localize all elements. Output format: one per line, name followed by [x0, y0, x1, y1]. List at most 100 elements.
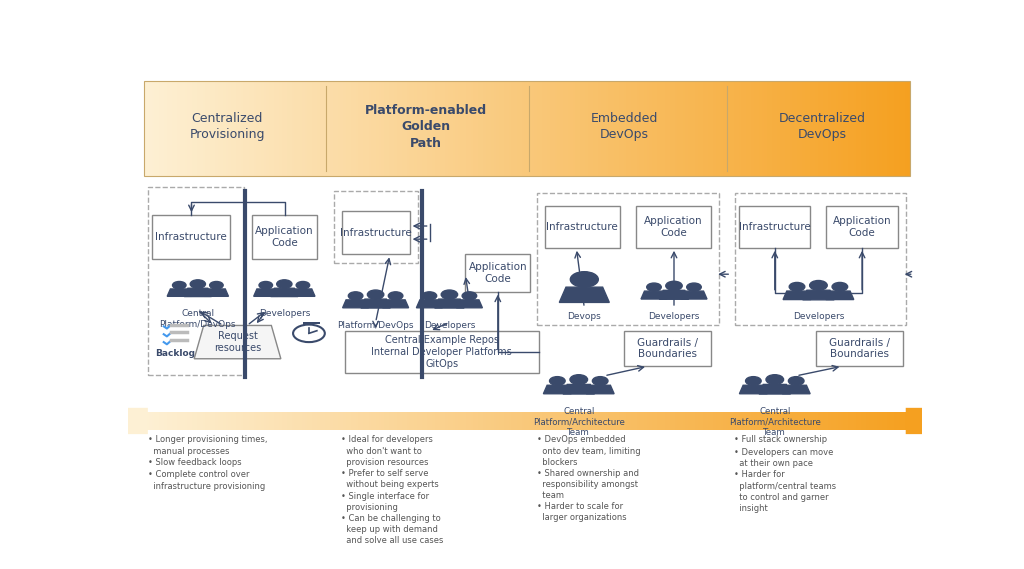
Bar	[818, 81, 821, 176]
Circle shape	[570, 271, 598, 287]
Bar	[907, 412, 910, 430]
Bar	[259, 412, 262, 430]
Bar	[618, 81, 622, 176]
Bar	[143, 81, 909, 176]
Bar	[264, 81, 267, 176]
Bar	[404, 412, 408, 430]
Bar	[399, 81, 402, 176]
Bar	[297, 81, 300, 176]
Bar	[805, 81, 808, 176]
Bar	[146, 81, 150, 176]
Bar	[203, 81, 206, 176]
Bar	[583, 412, 587, 430]
Circle shape	[647, 283, 662, 291]
Polygon shape	[544, 385, 571, 394]
Bar	[529, 81, 532, 176]
Bar	[376, 412, 380, 430]
Bar	[254, 81, 257, 176]
Bar	[678, 412, 681, 430]
Polygon shape	[559, 287, 609, 302]
Text: Application
Code: Application Code	[833, 216, 892, 238]
Bar	[208, 81, 211, 176]
Text: • Full stack ownership: • Full stack ownership	[733, 435, 826, 444]
Bar	[236, 412, 240, 430]
Bar	[200, 412, 204, 430]
Bar	[777, 81, 780, 176]
Bar	[223, 412, 226, 430]
Bar	[360, 412, 365, 430]
Bar	[292, 412, 295, 430]
Bar	[146, 412, 150, 430]
Bar	[868, 412, 872, 430]
Bar	[195, 412, 199, 430]
Bar	[468, 81, 471, 176]
Bar	[328, 412, 331, 430]
Bar	[632, 412, 635, 430]
Bar	[790, 412, 793, 430]
Bar	[741, 412, 744, 430]
Circle shape	[348, 292, 362, 300]
Bar	[396, 81, 400, 176]
Circle shape	[550, 377, 565, 385]
Bar	[632, 81, 635, 176]
Bar	[499, 412, 502, 430]
Bar	[583, 81, 587, 176]
Text: Developers: Developers	[648, 312, 699, 321]
Text: Infrastructure: Infrastructure	[739, 222, 811, 232]
Bar	[463, 412, 466, 430]
Bar	[295, 412, 298, 430]
Bar	[189, 81, 194, 176]
Bar	[889, 81, 893, 176]
Bar	[205, 412, 209, 430]
Bar	[497, 412, 500, 430]
Bar	[697, 81, 701, 176]
Text: Infrastructure: Infrastructure	[155, 232, 226, 242]
Bar	[702, 81, 707, 176]
Bar	[502, 81, 505, 176]
Bar	[154, 81, 158, 176]
Bar	[887, 81, 890, 176]
Bar	[325, 412, 329, 430]
Polygon shape	[195, 325, 281, 359]
Bar	[741, 81, 744, 176]
Bar	[310, 81, 313, 176]
Text: • Complete control over
  infrastructure provisioning: • Complete control over infrastructure p…	[147, 471, 265, 490]
Bar	[897, 412, 900, 430]
Text: Guardrails /
Boundaries: Guardrails / Boundaries	[637, 338, 698, 360]
Bar	[360, 81, 365, 176]
Bar	[282, 412, 285, 430]
Bar	[547, 81, 551, 176]
Bar	[690, 81, 693, 176]
Bar	[591, 412, 594, 430]
Bar	[879, 412, 883, 430]
Bar	[834, 412, 837, 430]
Bar	[276, 81, 280, 176]
Bar	[404, 81, 408, 176]
Circle shape	[666, 281, 682, 290]
Bar	[588, 81, 592, 176]
Bar	[882, 412, 885, 430]
Text: Centralized
Provisioning: Centralized Provisioning	[189, 112, 265, 141]
Bar	[261, 412, 264, 430]
Polygon shape	[641, 291, 667, 299]
Bar	[193, 81, 196, 176]
Bar	[193, 412, 196, 430]
Bar	[328, 81, 331, 176]
Circle shape	[570, 375, 588, 385]
Bar	[213, 412, 216, 430]
Bar	[866, 412, 869, 430]
Bar	[473, 81, 476, 176]
Bar	[338, 412, 341, 430]
Bar	[504, 81, 507, 176]
Bar	[718, 81, 722, 176]
Bar	[692, 412, 696, 430]
Bar	[581, 412, 584, 430]
Bar	[369, 412, 372, 430]
Bar	[213, 81, 216, 176]
Bar	[374, 81, 377, 176]
Bar	[803, 412, 806, 430]
Bar	[488, 412, 492, 430]
Bar	[315, 412, 318, 430]
FancyBboxPatch shape	[624, 331, 712, 366]
Bar	[432, 412, 435, 430]
